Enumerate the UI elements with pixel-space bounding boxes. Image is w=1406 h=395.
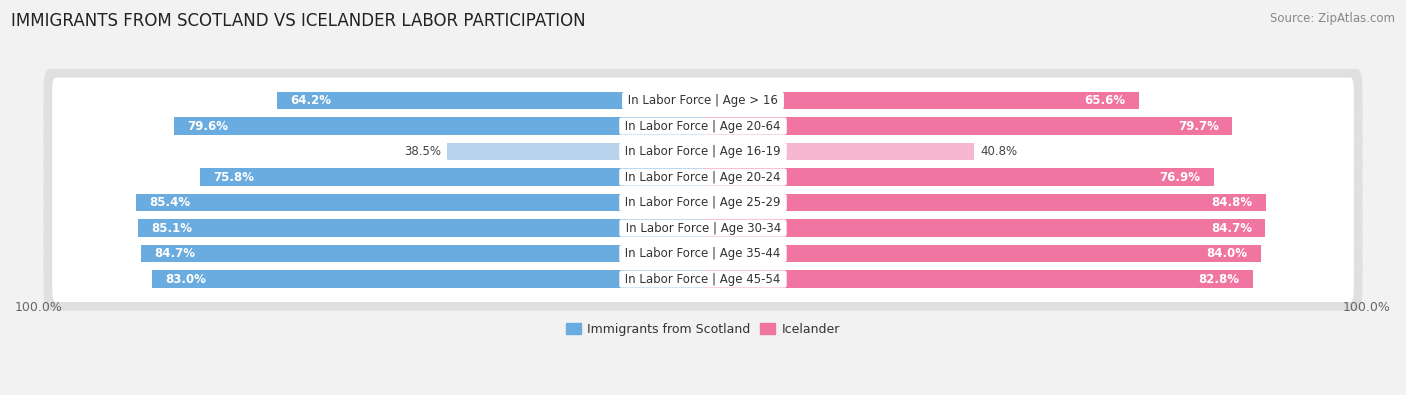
Text: In Labor Force | Age > 16: In Labor Force | Age > 16 xyxy=(624,94,782,107)
Bar xyxy=(277,92,703,109)
Text: 84.0%: 84.0% xyxy=(1206,247,1247,260)
Text: In Labor Force | Age 16-19: In Labor Force | Age 16-19 xyxy=(621,145,785,158)
Text: In Labor Force | Age 25-29: In Labor Force | Age 25-29 xyxy=(621,196,785,209)
Text: 40.8%: 40.8% xyxy=(980,145,1018,158)
Bar xyxy=(141,245,703,262)
FancyBboxPatch shape xyxy=(52,78,1354,124)
FancyBboxPatch shape xyxy=(44,145,1362,209)
Bar xyxy=(703,245,1261,262)
FancyBboxPatch shape xyxy=(52,180,1354,226)
FancyBboxPatch shape xyxy=(44,247,1362,311)
FancyBboxPatch shape xyxy=(44,120,1362,183)
Text: 76.9%: 76.9% xyxy=(1160,171,1201,184)
Text: 65.6%: 65.6% xyxy=(1084,94,1125,107)
Text: 83.0%: 83.0% xyxy=(165,273,207,286)
FancyBboxPatch shape xyxy=(44,196,1362,260)
Text: Source: ZipAtlas.com: Source: ZipAtlas.com xyxy=(1270,12,1395,25)
Text: 38.5%: 38.5% xyxy=(404,145,440,158)
Text: In Labor Force | Age 20-64: In Labor Force | Age 20-64 xyxy=(621,120,785,133)
Bar xyxy=(703,117,1232,135)
FancyBboxPatch shape xyxy=(44,94,1362,158)
Text: 84.7%: 84.7% xyxy=(153,247,195,260)
Bar xyxy=(447,143,703,160)
Text: 79.7%: 79.7% xyxy=(1178,120,1219,133)
Text: 84.7%: 84.7% xyxy=(1211,222,1253,235)
Bar xyxy=(703,219,1265,237)
Bar xyxy=(703,143,974,160)
Text: 64.2%: 64.2% xyxy=(290,94,330,107)
Bar xyxy=(703,271,1253,288)
Bar xyxy=(703,92,1139,109)
Text: 85.4%: 85.4% xyxy=(149,196,190,209)
Text: 79.6%: 79.6% xyxy=(187,120,229,133)
FancyBboxPatch shape xyxy=(52,129,1354,175)
FancyBboxPatch shape xyxy=(52,103,1354,149)
FancyBboxPatch shape xyxy=(44,171,1362,234)
FancyBboxPatch shape xyxy=(52,205,1354,251)
Bar xyxy=(200,168,703,186)
Bar xyxy=(174,117,703,135)
Legend: Immigrants from Scotland, Icelander: Immigrants from Scotland, Icelander xyxy=(567,323,839,336)
Text: 84.8%: 84.8% xyxy=(1212,196,1253,209)
Text: 75.8%: 75.8% xyxy=(212,171,254,184)
FancyBboxPatch shape xyxy=(52,256,1354,302)
FancyBboxPatch shape xyxy=(52,231,1354,276)
Bar xyxy=(703,194,1267,211)
FancyBboxPatch shape xyxy=(52,154,1354,200)
Bar xyxy=(136,194,703,211)
Text: In Labor Force | Age 30-34: In Labor Force | Age 30-34 xyxy=(621,222,785,235)
Text: 85.1%: 85.1% xyxy=(152,222,193,235)
Text: In Labor Force | Age 20-24: In Labor Force | Age 20-24 xyxy=(621,171,785,184)
FancyBboxPatch shape xyxy=(44,222,1362,285)
Bar xyxy=(138,219,703,237)
FancyBboxPatch shape xyxy=(44,69,1362,132)
Text: IMMIGRANTS FROM SCOTLAND VS ICELANDER LABOR PARTICIPATION: IMMIGRANTS FROM SCOTLAND VS ICELANDER LA… xyxy=(11,12,586,30)
Text: 82.8%: 82.8% xyxy=(1198,273,1240,286)
Bar xyxy=(703,168,1213,186)
Text: In Labor Force | Age 45-54: In Labor Force | Age 45-54 xyxy=(621,273,785,286)
Bar xyxy=(152,271,703,288)
Text: In Labor Force | Age 35-44: In Labor Force | Age 35-44 xyxy=(621,247,785,260)
